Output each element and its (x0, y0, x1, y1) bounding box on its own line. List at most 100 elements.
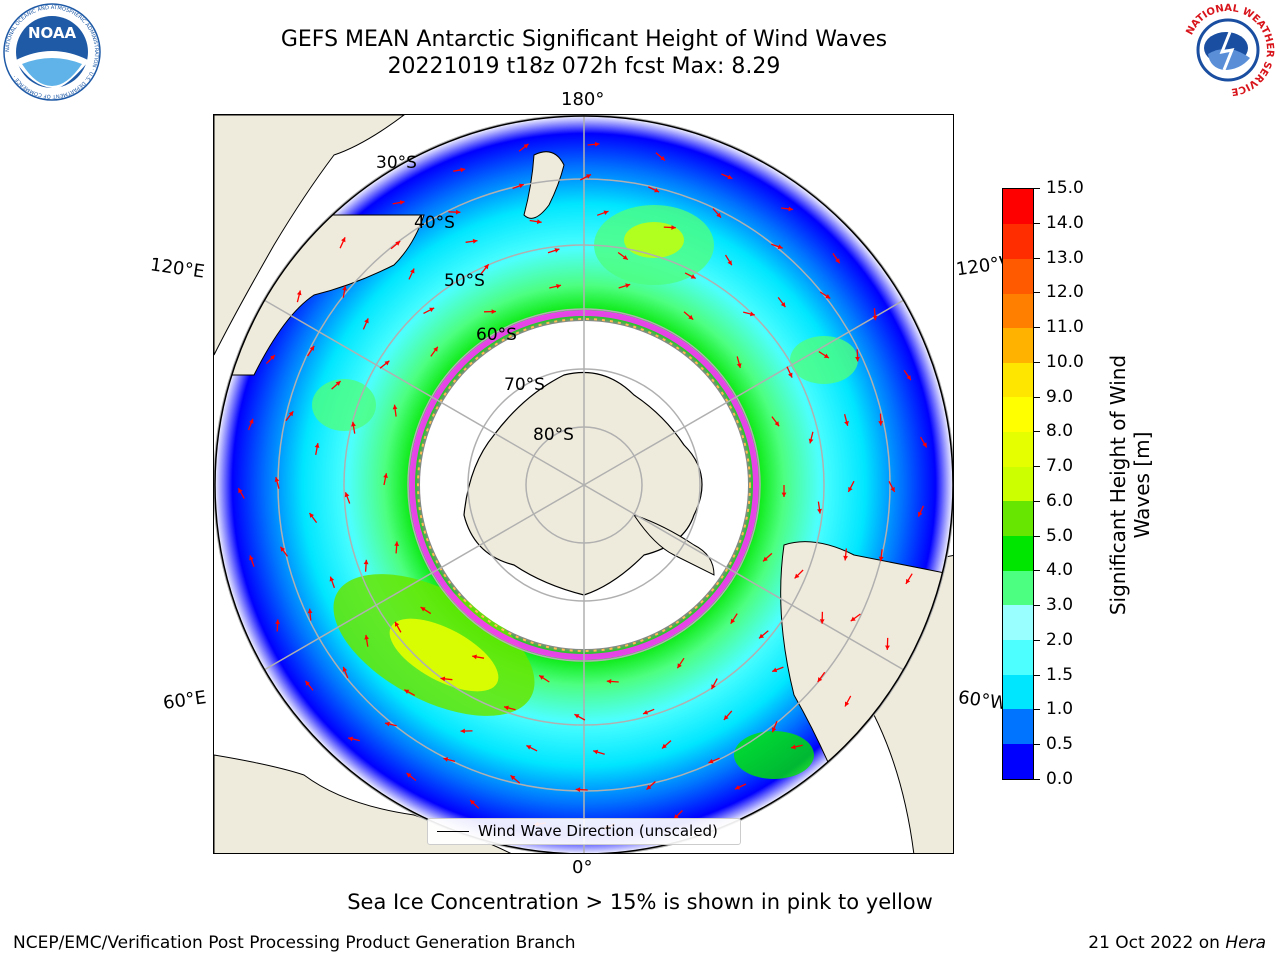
colorbar-segment (1003, 570, 1033, 606)
wind-wave-arrow-head (716, 212, 721, 218)
wave-patch (790, 336, 858, 384)
wind-wave-arrow-head (625, 283, 631, 288)
wind-wave-arrow-head (688, 314, 694, 320)
colorbar-tick-mark (1034, 535, 1040, 537)
wind-wave-arrow-head (643, 710, 649, 715)
colorbar-segment (1003, 431, 1033, 467)
lat-label-50s: 50°S (444, 271, 485, 291)
sea-ice-note: Sea Ice Concentration > 15% is shown in … (347, 890, 933, 914)
wind-wave-arrow-head (662, 743, 667, 749)
colorbar-segment (1003, 189, 1033, 225)
wind-wave-arrow-head (763, 556, 768, 562)
wind-wave-arrow-head (364, 318, 369, 324)
colorbar-tick-label: 13.0 (1046, 247, 1084, 268)
lon-label-120e: 120°E (148, 254, 206, 283)
wind-wave-arrow-head (383, 473, 388, 478)
wind-wave-arrow-head (730, 618, 736, 624)
wind-wave-arrow-head (771, 727, 777, 733)
wind-wave-arrow-head (275, 619, 280, 624)
wind-wave-arrow-head (329, 576, 335, 582)
wind-wave-arrow-head (850, 616, 856, 622)
land-new-zealand (523, 151, 565, 219)
graticule (214, 115, 953, 853)
wind-wave-arrow-head (385, 721, 390, 727)
wind-wave-arrow-head (510, 775, 516, 781)
colorbar-tick-mark (1034, 779, 1040, 780)
wind-wave-arrow-head (845, 701, 850, 707)
wind-wave-arrow-head (307, 608, 313, 614)
wind-wave-arrow-head (280, 546, 285, 552)
wind-wave-arrow-head (460, 167, 466, 173)
lat-label-80s: 80°S (533, 425, 574, 445)
wind-wave-arrow-head (727, 260, 732, 266)
wind-wave-arrow-head (788, 206, 794, 212)
colorbar-segment (1003, 466, 1033, 502)
wind-wave-arrow-head (848, 486, 853, 492)
wind-wave-arrow-head (606, 679, 612, 684)
footer-credit: NCEP/EMC/Verification Post Processing Pr… (13, 933, 576, 953)
wind-wave-arrow-head (270, 355, 275, 360)
wind-wave-arrow-head (791, 744, 796, 750)
wind-wave-arrow-head (539, 675, 545, 680)
wind-wave-arrow-head (727, 174, 733, 180)
colorbar-tick-label: 6.0 (1046, 490, 1074, 511)
wind-wave-arrow-head (774, 421, 780, 427)
wind-wave-arrow-head (671, 225, 676, 230)
wind-wave-arrow-head (575, 787, 581, 792)
wind-wave-arrow-head (872, 315, 878, 321)
colorbar-tick-label: 3.0 (1046, 595, 1074, 616)
nws-logo: NATIONAL WEATHER SERVICE (1180, 2, 1276, 98)
colorbar-segment (1003, 327, 1033, 363)
colorbar-tick-mark (1034, 605, 1040, 607)
map-boundary (214, 115, 953, 853)
wind-wave-arrow-head (384, 360, 390, 366)
lon-label-60e: 60°E (161, 687, 208, 714)
legend-label: Wind Wave Direction (unscaled) (478, 822, 718, 840)
sea-ice-inner (417, 318, 751, 652)
wind-wave-arrow-head (808, 438, 814, 444)
colorbar-tick-label: 1.5 (1046, 664, 1074, 685)
wind-wave-arrow-head (906, 375, 911, 381)
wind-wave-arrow-head (536, 219, 542, 224)
lat-label-70s: 70°S (504, 375, 545, 395)
map-legend: Wind Wave Direction (unscaled) (427, 818, 741, 845)
colorbar-tick-label: 14.0 (1046, 212, 1084, 233)
wind-wave-arrow-head (735, 785, 740, 790)
wind-wave-arrow-head (455, 209, 461, 215)
wind-wave-arrow-head (723, 715, 729, 720)
wind-wave-arrow-head (395, 241, 401, 246)
colorbar-tick-mark (1034, 431, 1040, 433)
wind-wave-arrow-head (443, 757, 449, 762)
wind-wave-arrow-head (526, 745, 532, 750)
lon-label-120w: 120°W (954, 252, 1008, 281)
wind-wave-arrow-head (523, 143, 529, 149)
wind-wave-arrow-head (654, 188, 660, 193)
colorbar-segment (1003, 362, 1033, 398)
colorbar-segment (1003, 223, 1033, 259)
colorbar-tick-mark (1034, 466, 1040, 468)
wind-wave-arrow-head (314, 443, 320, 448)
wind-wave-arrow-head (586, 174, 591, 179)
wind-wave-arrow-head (472, 654, 477, 660)
wind-wave-arrow-head (309, 345, 315, 351)
land-antarctic-peninsula (632, 514, 715, 576)
wind-wave-arrow-head (518, 183, 524, 189)
wind-wave-arrow-head (348, 736, 353, 742)
wind-wave-arrow-head (736, 363, 742, 368)
wind-wave-arrow-head (238, 488, 243, 494)
wind-wave-arrow-head (305, 680, 310, 686)
wind-wave-arrow-head (878, 556, 884, 562)
wave-patch (624, 222, 684, 258)
wind-wave-arrow-head (460, 728, 465, 734)
wind-wave-arrow-head (690, 274, 696, 279)
colorbar-tick-mark (1034, 744, 1040, 746)
wind-wave-arrow-head (484, 264, 489, 270)
wind-wave-arrow-head (905, 578, 911, 584)
wind-wave-arrow-head (817, 508, 822, 514)
colorbar-segment (1003, 535, 1033, 571)
colorbar-segment (1003, 639, 1033, 675)
colorbar-segment (1003, 743, 1033, 779)
wind-wave-arrow-head (404, 689, 410, 694)
wind-wave-arrow-head (594, 141, 600, 147)
wind-wave-arrow-head (410, 268, 415, 274)
